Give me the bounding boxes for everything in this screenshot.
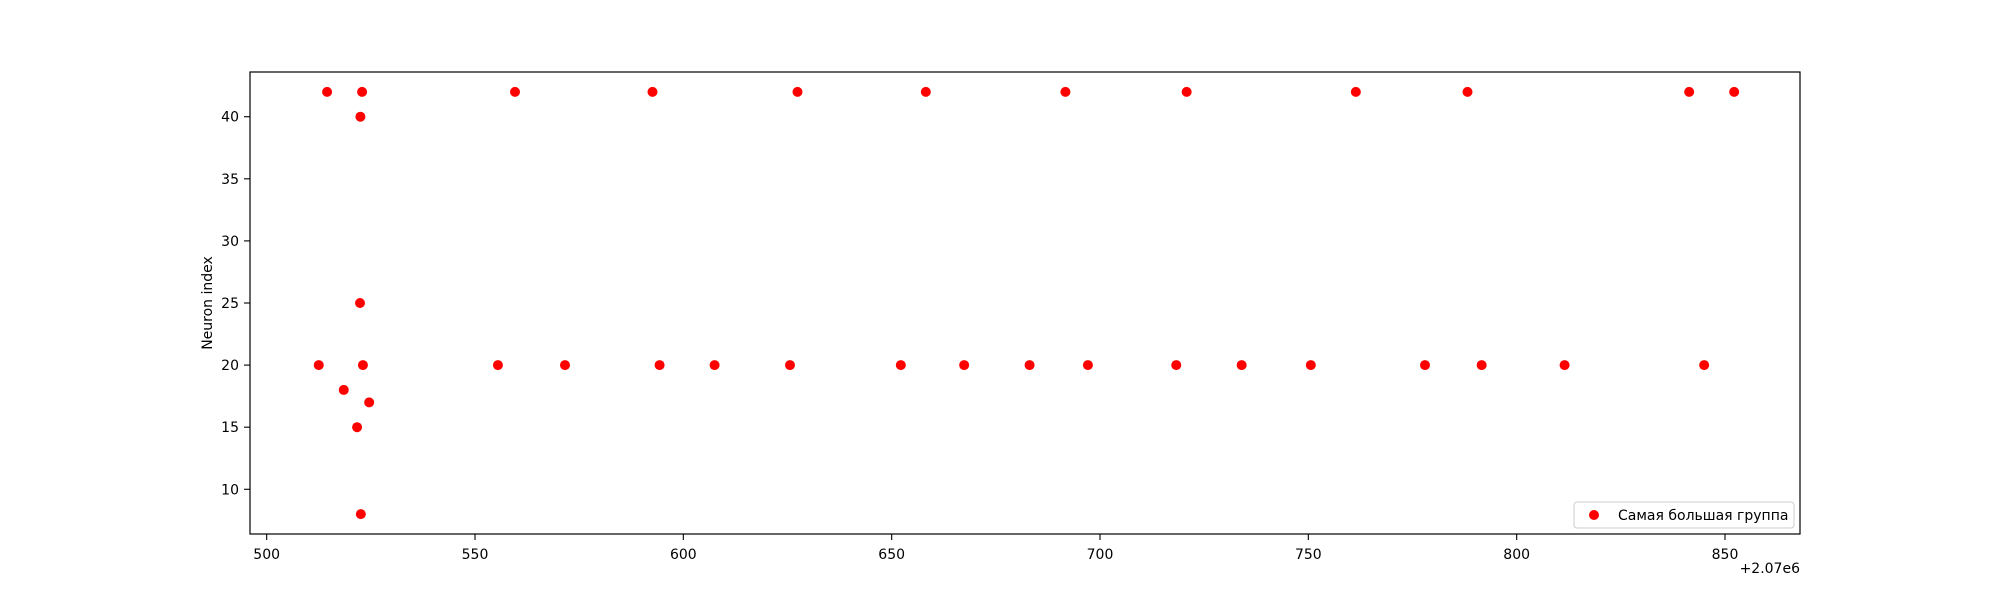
data-point: [322, 86, 333, 97]
data-point: [709, 360, 720, 371]
data-point: [338, 384, 349, 395]
data-point: [355, 298, 365, 308]
data-point: [1729, 86, 1740, 97]
x-tick-label: 800: [1503, 547, 1530, 563]
y-tick-label: 40: [221, 110, 239, 126]
data-point: [792, 86, 803, 97]
data-point: [355, 111, 366, 122]
data-point: [313, 360, 324, 371]
data-point: [1476, 360, 1487, 371]
data-point: [647, 86, 658, 97]
data-point: [1060, 86, 1071, 97]
y-tick-label: 10: [221, 482, 239, 498]
x-tick-label: 500: [253, 547, 280, 563]
data-point: [959, 360, 970, 371]
data-point: [654, 360, 665, 371]
plot-frame: [249, 71, 1801, 535]
data-point: [785, 360, 795, 371]
data-point: [1236, 360, 1247, 371]
y-tick-label: 15: [221, 420, 239, 436]
data-point: [510, 86, 520, 97]
data-point: [357, 86, 368, 97]
x-tick-label: 750: [1295, 547, 1322, 563]
y-tick-label: 25: [221, 296, 239, 312]
data-point: [1181, 86, 1192, 97]
data-point: [492, 360, 503, 371]
data-point: [364, 397, 375, 408]
data-point: [560, 360, 570, 371]
data-point: [1171, 360, 1182, 371]
data-point: [1462, 86, 1473, 97]
x-tick-label: 850: [1712, 547, 1739, 563]
legend: Самая большая группа: [1573, 501, 1795, 529]
x-tick-label: 700: [1087, 547, 1114, 563]
y-axis-label: Neuron index: [200, 256, 216, 350]
y-tick-label: 35: [221, 172, 239, 188]
data-point: [1350, 86, 1361, 97]
data-point: [355, 509, 366, 520]
data-point: [1024, 360, 1035, 371]
legend-label: Самая большая группа: [1618, 508, 1788, 524]
legend-marker: [1589, 510, 1599, 520]
y-tick-label: 20: [221, 358, 239, 374]
x-tick-label: 650: [878, 547, 905, 563]
data-point: [1699, 360, 1710, 371]
axis-ticks: 500 550 600 650 700 750 800 850 10 15 20 25 30 35 40: [221, 110, 1738, 563]
data-points: [313, 86, 1740, 520]
data-point: [1559, 360, 1570, 371]
x-tick-label: 550: [462, 547, 489, 563]
y-tick-label: 30: [221, 234, 239, 250]
data-point: [1420, 360, 1430, 371]
data-point: [357, 360, 368, 371]
data-point: [1082, 360, 1093, 371]
x-offset-label: +2.07e6: [1740, 561, 1801, 577]
data-point: [895, 360, 906, 371]
data-point: [352, 422, 363, 433]
data-point: [920, 86, 931, 97]
x-tick-label: 600: [670, 547, 697, 563]
legend-box: [1573, 501, 1795, 529]
data-point: [1684, 86, 1695, 97]
data-point: [1305, 360, 1316, 371]
